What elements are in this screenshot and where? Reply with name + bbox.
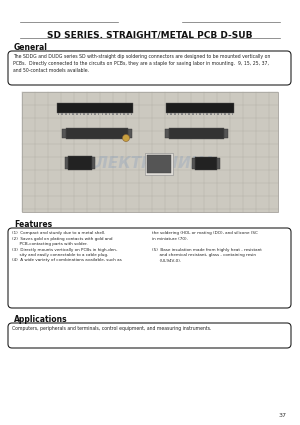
Bar xyxy=(120,113,121,115)
Bar xyxy=(210,113,212,115)
Bar xyxy=(217,113,219,115)
Bar xyxy=(87,113,88,115)
Bar xyxy=(65,113,67,115)
Bar xyxy=(169,128,224,139)
Bar xyxy=(72,113,74,115)
Text: The SDDG and DUDG series SD with-straight dip soldering connectors are designed : The SDDG and DUDG series SD with-straigh… xyxy=(13,54,270,73)
Text: Features: Features xyxy=(14,220,52,229)
Bar xyxy=(228,113,230,115)
Bar xyxy=(91,113,92,115)
Bar xyxy=(112,113,114,115)
Bar xyxy=(66,128,128,139)
Bar xyxy=(68,156,92,170)
Bar xyxy=(206,113,208,115)
Bar xyxy=(76,113,77,115)
Bar xyxy=(178,113,179,115)
Bar xyxy=(98,113,100,115)
Bar xyxy=(101,113,103,115)
Bar xyxy=(196,113,197,115)
Bar xyxy=(22,92,278,212)
Bar xyxy=(80,113,81,115)
Text: Applications: Applications xyxy=(14,315,68,324)
Bar xyxy=(217,158,220,168)
Bar xyxy=(127,113,129,115)
Text: ЭЛЕКТРОНИКА: ЭЛЕКТРОНИКА xyxy=(85,156,215,170)
Bar xyxy=(123,113,125,115)
Bar xyxy=(58,113,59,115)
Bar xyxy=(214,113,215,115)
Bar xyxy=(221,113,223,115)
Bar xyxy=(224,128,227,138)
Bar xyxy=(192,158,195,168)
Bar xyxy=(131,113,132,115)
Bar xyxy=(203,113,204,115)
Bar xyxy=(109,113,110,115)
Bar xyxy=(188,113,190,115)
Bar xyxy=(92,157,95,169)
Bar xyxy=(170,113,172,115)
Bar xyxy=(167,113,168,115)
Bar xyxy=(192,113,194,115)
Bar xyxy=(105,113,107,115)
Text: SD SERIES. STRAIGHT/METAL PCB D-SUB: SD SERIES. STRAIGHT/METAL PCB D-SUB xyxy=(47,30,253,39)
Bar xyxy=(83,113,85,115)
Ellipse shape xyxy=(122,134,130,142)
Bar xyxy=(199,113,201,115)
Bar xyxy=(94,113,96,115)
Bar xyxy=(145,153,173,175)
Bar xyxy=(57,103,133,113)
Bar xyxy=(164,128,169,138)
Bar xyxy=(62,128,66,138)
Bar xyxy=(185,113,186,115)
Bar xyxy=(174,113,176,115)
Text: the soldering (HOL or mating (DO), and silicone (SC
in miniature (70).

(5)  Bas: the soldering (HOL or mating (DO), and s… xyxy=(152,231,262,263)
Bar xyxy=(195,156,217,170)
Bar xyxy=(166,103,234,113)
Bar xyxy=(116,113,118,115)
Text: Computers, peripherals and terminals, control equipment, and measuring instrumen: Computers, peripherals and terminals, co… xyxy=(12,326,211,331)
Bar xyxy=(232,113,233,115)
Bar xyxy=(224,113,226,115)
Bar xyxy=(69,113,70,115)
Text: 37: 37 xyxy=(279,413,287,418)
Text: (1)  Compact and sturdy due to a metal shell.
(2)  Saves gold on plating contact: (1) Compact and sturdy due to a metal sh… xyxy=(12,231,122,263)
Bar xyxy=(147,155,171,173)
Text: General: General xyxy=(14,43,48,52)
Bar xyxy=(128,128,132,138)
Bar xyxy=(65,157,68,169)
Bar xyxy=(61,113,63,115)
Bar xyxy=(181,113,183,115)
